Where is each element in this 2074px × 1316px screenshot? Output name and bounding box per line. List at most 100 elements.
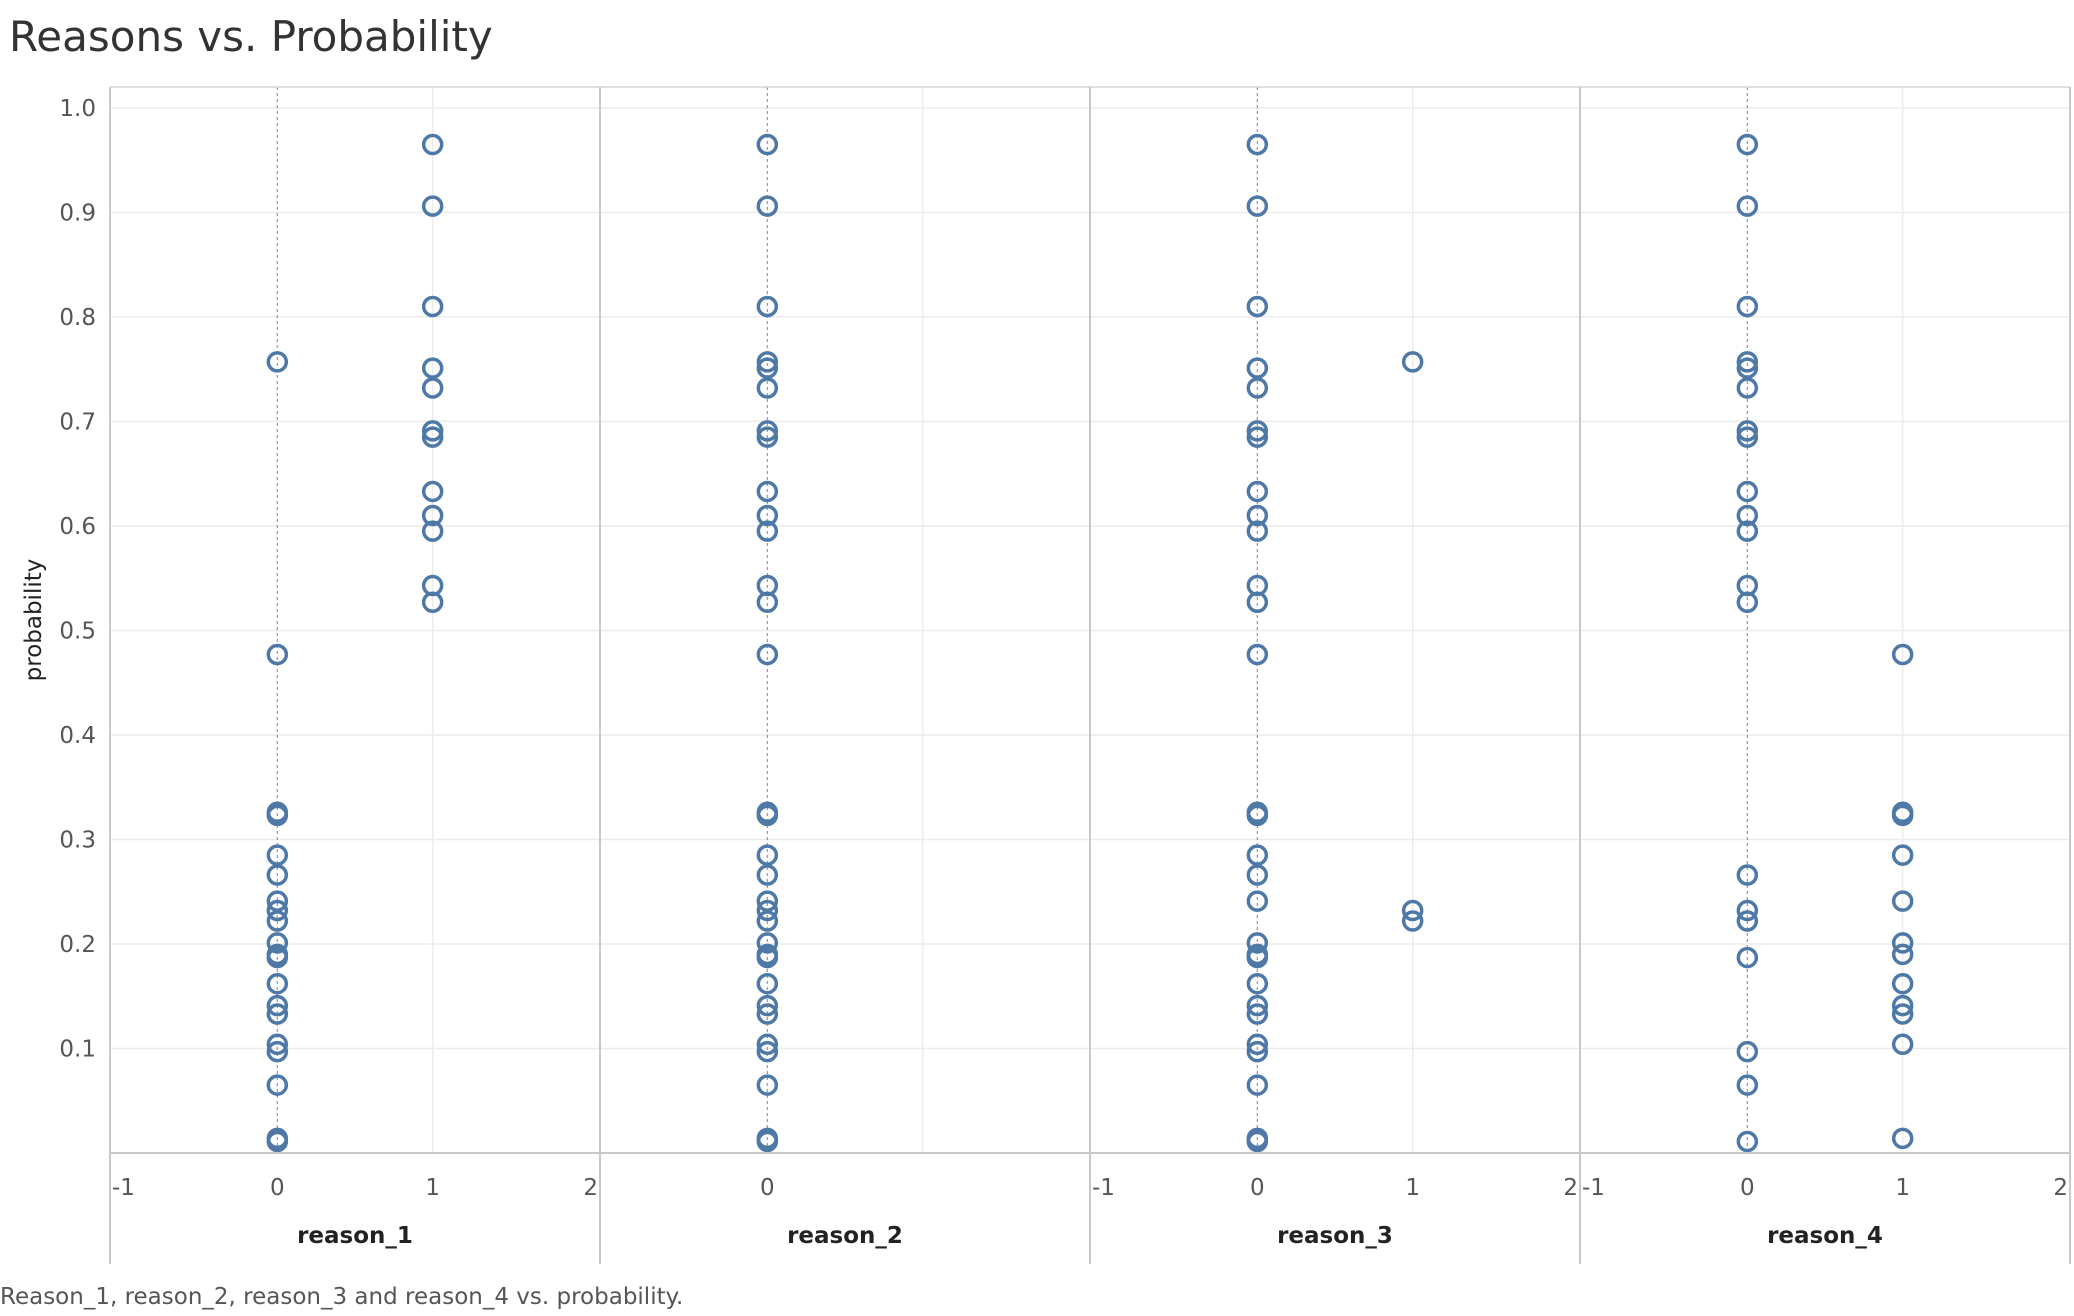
x-tick-label: 2	[2053, 1175, 2068, 1201]
x-tick-label: 2	[1563, 1175, 1578, 1201]
data-point	[1736, 195, 1759, 217]
x-axis-label: reason_3	[1277, 1223, 1393, 1249]
data-point	[756, 504, 779, 527]
x-tick-label: 0	[1740, 1175, 1755, 1201]
data-point	[421, 133, 444, 156]
data-point	[1891, 994, 1914, 1017]
data-point	[1736, 864, 1759, 886]
data-point	[1246, 1074, 1269, 1096]
y-tick-label: 0.7	[59, 409, 96, 435]
data-point	[421, 520, 444, 542]
data-point	[266, 932, 289, 954]
y-tick-label: 0.6	[59, 514, 96, 540]
data-point	[421, 426, 444, 448]
y-tick-label: 0.4	[59, 723, 96, 749]
data-point	[1736, 1074, 1759, 1096]
chart-title: Reasons vs. Probability	[9, 12, 493, 61]
data-point	[756, 804, 779, 827]
data-point	[756, 195, 779, 217]
x-tick-label: -1	[112, 1175, 135, 1201]
data-point	[1246, 1003, 1269, 1025]
data-point	[1736, 426, 1759, 448]
data-point	[1401, 351, 1424, 373]
data-point	[1401, 910, 1424, 932]
data-point	[1246, 133, 1269, 156]
x-axis-label: reason_2	[787, 1223, 903, 1249]
data-point	[756, 591, 779, 613]
data-point	[1246, 377, 1269, 399]
data-point	[1246, 864, 1269, 886]
data-point	[266, 1130, 289, 1153]
chart-caption: Reason_1, reason_2, reason_3 and reason_…	[0, 1284, 684, 1310]
x-axis-label: reason_4	[1767, 1223, 1883, 1249]
data-point	[421, 195, 444, 217]
data-point	[756, 643, 779, 666]
y-tick-label: 0.3	[59, 827, 96, 853]
data-point	[421, 357, 444, 379]
x-tick-label: 0	[760, 1175, 775, 1201]
data-point	[756, 295, 779, 318]
data-point	[756, 357, 779, 379]
data-point	[1246, 804, 1269, 827]
data-point	[756, 480, 779, 503]
data-point	[756, 932, 779, 954]
data-point	[1736, 377, 1759, 399]
data-point	[1246, 480, 1269, 503]
data-point	[1246, 357, 1269, 379]
y-tick-label: 0.1	[59, 1036, 96, 1062]
data-point	[266, 899, 289, 922]
x-tick-label: 1	[1895, 1175, 1910, 1201]
data-point	[1246, 1130, 1269, 1153]
x-tick-label: 2	[583, 1175, 598, 1201]
data-point	[266, 643, 289, 666]
data-point	[266, 890, 289, 912]
y-tick-label: 0.2	[59, 932, 96, 958]
data-point	[1401, 899, 1424, 922]
data-point	[421, 377, 444, 399]
data-point	[756, 910, 779, 932]
data-point	[266, 864, 289, 886]
data-point	[1246, 420, 1269, 442]
data-point	[1736, 1130, 1759, 1153]
x-tick-label: 0	[270, 1175, 285, 1201]
x-tick-label: -1	[1582, 1175, 1605, 1201]
data-point	[756, 899, 779, 922]
data-point	[421, 480, 444, 503]
data-point	[266, 844, 289, 866]
data-point	[1246, 1040, 1269, 1063]
data-point	[756, 972, 779, 995]
data-point	[266, 972, 289, 995]
data-point	[266, 804, 289, 827]
data-point	[756, 426, 779, 448]
data-point	[1246, 932, 1269, 954]
data-point	[1891, 1003, 1914, 1025]
y-tick-label: 0.5	[59, 618, 96, 644]
data-point	[266, 994, 289, 1017]
x-tick-label: 1	[425, 1175, 440, 1201]
x-tick-label: -1	[1092, 1175, 1115, 1201]
data-point	[1736, 351, 1759, 373]
x-tick-label: 0	[1250, 1175, 1265, 1201]
data-point	[1891, 972, 1914, 995]
data-point	[1736, 133, 1759, 156]
data-point	[1736, 420, 1759, 442]
data-point	[1891, 932, 1914, 954]
data-point	[1736, 504, 1759, 527]
data-point	[266, 1040, 289, 1063]
data-point	[756, 351, 779, 373]
data-point	[421, 420, 444, 442]
data-point	[1246, 591, 1269, 613]
data-point	[1736, 357, 1759, 379]
data-point	[756, 1033, 779, 1056]
data-point	[756, 890, 779, 912]
data-point	[1246, 643, 1269, 666]
data-point	[266, 351, 289, 373]
data-point	[1736, 946, 1759, 969]
data-point	[421, 591, 444, 613]
data-point	[756, 1130, 779, 1153]
data-point	[1891, 844, 1914, 866]
data-point	[1246, 504, 1269, 527]
data-point	[756, 1003, 779, 1025]
data-point	[756, 520, 779, 542]
x-tick-label: 1	[1405, 1175, 1420, 1201]
